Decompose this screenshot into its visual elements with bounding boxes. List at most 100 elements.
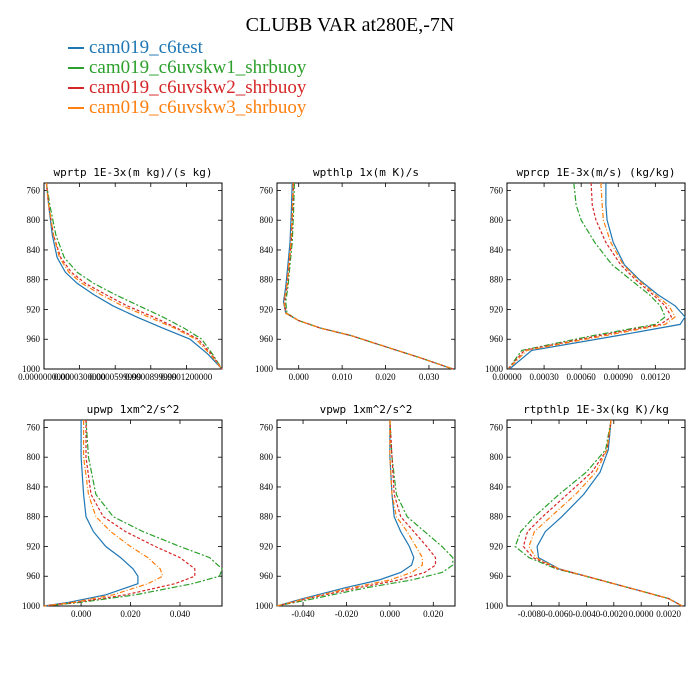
panel-title: vpwp 1xm^2/s^2 <box>320 403 413 416</box>
y-tick-label: 920 <box>260 541 274 551</box>
y-tick-label: 920 <box>490 541 504 551</box>
legend-item: cam019_c6uvskw1_shrbuoy <box>68 58 306 78</box>
x-tick-label: 0.0000 <box>629 609 654 619</box>
x-tick-label: 0.000 <box>289 372 310 382</box>
legend-swatch <box>68 87 84 89</box>
panel-title: wprtp 1E-3x(m kg)/(s kg) <box>54 166 213 179</box>
x-tick-label: -0.040 <box>291 609 315 619</box>
x-tick-label: 0.010 <box>332 372 353 382</box>
series-line <box>283 182 453 370</box>
series-line <box>509 183 686 370</box>
plot-frame <box>43 182 223 370</box>
y-tick-label: 960 <box>27 334 41 344</box>
panel-title: upwp 1xm^2/s^2 <box>87 403 180 416</box>
y-tick-label: 880 <box>260 275 274 285</box>
panel-title: wprcp 1E-3x(m/s) (kg/kg) <box>517 166 676 179</box>
x-tick-label: 0.00090 <box>604 372 634 382</box>
plot-frame <box>506 419 686 607</box>
y-tick-label: 840 <box>260 482 274 492</box>
legend-item: cam019_c6uvskw2_shrbuoy <box>68 78 306 98</box>
series-line <box>43 420 164 607</box>
series-line <box>43 419 223 607</box>
legend-label: cam019_c6uvskw3_shrbuoy <box>89 97 307 118</box>
y-tick-label: 880 <box>490 512 504 522</box>
y-tick-label: 800 <box>27 452 41 462</box>
x-tick-label: 0.0020 <box>656 609 681 619</box>
series-line <box>536 419 683 607</box>
legend-item: cam019_c6test <box>68 38 306 58</box>
series-line <box>522 419 683 607</box>
plot-frame <box>506 182 686 370</box>
x-tick-label: 0.000 <box>380 609 401 619</box>
x-tick-label: 0.00060 <box>567 372 597 382</box>
y-tick-label: 1000 <box>255 601 274 611</box>
y-tick-label: 800 <box>490 452 504 462</box>
panel-title: rtpthlp 1E-3x(kg K)/kg <box>523 403 669 416</box>
series-line <box>276 419 437 607</box>
x-tick-label: 0.0001200000 <box>161 372 213 382</box>
series-line <box>43 420 196 607</box>
y-tick-label: 920 <box>27 304 41 314</box>
y-tick-label: 840 <box>490 245 504 255</box>
legend-swatch <box>68 67 84 69</box>
y-tick-label: 960 <box>490 571 504 581</box>
y-tick-label: 760 <box>260 422 274 432</box>
y-tick-label: 960 <box>27 571 41 581</box>
plot-frame <box>276 419 456 607</box>
series-line <box>276 419 454 607</box>
series-line <box>528 419 683 607</box>
legend: cam019_c6test cam019_c6uvskw1_shrbuoy ca… <box>68 38 306 118</box>
series-line <box>285 182 453 370</box>
x-tick-label: 0.0000300000 <box>54 372 106 382</box>
y-tick-label: 960 <box>260 571 274 581</box>
y-tick-label: 760 <box>490 185 504 195</box>
series-line <box>507 182 673 370</box>
series-line <box>514 419 683 607</box>
x-tick-label: 0.040 <box>170 609 191 619</box>
series-line <box>43 420 139 607</box>
x-tick-label: -0.020 <box>335 609 359 619</box>
series-line <box>45 182 223 370</box>
x-tick-label: 0.00000 <box>492 372 522 382</box>
legend-swatch <box>68 47 84 49</box>
series-line <box>276 420 423 607</box>
y-tick-label: 760 <box>260 185 274 195</box>
y-tick-label: 1000 <box>485 601 504 611</box>
series-line <box>507 182 676 370</box>
series-line <box>45 182 223 370</box>
legend-item: cam019_c6uvskw3_shrbuoy <box>68 98 306 118</box>
series-line <box>45 182 223 370</box>
y-tick-label: 760 <box>27 422 41 432</box>
x-tick-label: 0.0000899999 <box>125 372 177 382</box>
y-tick-label: 960 <box>490 334 504 344</box>
y-tick-label: 800 <box>27 215 41 225</box>
y-tick-label: 920 <box>260 304 274 314</box>
y-tick-label: 840 <box>490 482 504 492</box>
x-tick-label: -0.0060 <box>545 609 573 619</box>
legend-label: cam019_c6uvskw1_shrbuoy <box>89 57 307 78</box>
plot-frame <box>276 182 456 370</box>
legend-label: cam019_c6test <box>89 37 203 58</box>
x-tick-label: -0.0020 <box>600 609 628 619</box>
x-tick-label: -0.0080 <box>518 609 546 619</box>
figure-title: CLUBB VAR at280E,-7N <box>245 14 455 36</box>
y-tick-label: 880 <box>27 512 41 522</box>
y-tick-label: 760 <box>490 422 504 432</box>
x-tick-label: 0.030 <box>419 372 440 382</box>
x-tick-label: 0.020 <box>423 609 444 619</box>
legend-label: cam019_c6uvskw2_shrbuoy <box>89 77 307 98</box>
y-tick-label: 1000 <box>22 364 41 374</box>
y-tick-label: 840 <box>260 245 274 255</box>
x-tick-label: 0.000 <box>71 609 92 619</box>
y-tick-label: 800 <box>260 452 274 462</box>
y-tick-label: 1000 <box>22 601 41 611</box>
series-line <box>276 420 415 607</box>
plot-frame <box>43 419 223 607</box>
y-tick-label: 760 <box>27 185 41 195</box>
x-tick-label: 0.020 <box>375 372 396 382</box>
y-tick-label: 880 <box>490 275 504 285</box>
y-tick-label: 1000 <box>255 364 274 374</box>
x-tick-label: 0.020 <box>120 609 141 619</box>
y-tick-label: 1000 <box>485 364 504 374</box>
